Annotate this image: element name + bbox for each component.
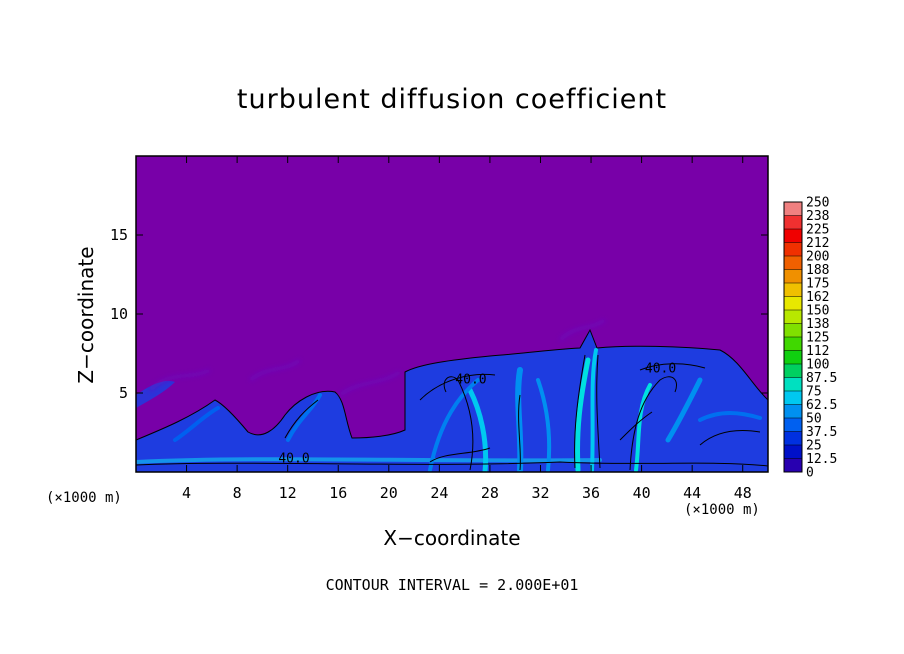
colorbar-label: 250 [806,196,829,211]
x-tick-label: 24 [430,484,448,502]
colorbar-swatch [784,202,802,216]
contour-label: 40.0 [278,452,309,467]
x-tick-label: 48 [734,484,752,502]
colorbar-label: 200 [806,250,829,265]
colorbar-swatch [784,269,802,284]
colorbar-swatch [784,418,802,432]
colorbar-swatch [784,323,802,338]
colorbar-label: 188 [806,263,829,278]
x-tick-label: 20 [380,484,398,502]
contour-label: 40.0 [455,373,486,388]
x-axis-label: X−coordinate [383,526,521,550]
colorbar-swatch [784,337,802,351]
colorbar-label: 225 [806,223,829,238]
colorbar-label: 100 [806,358,829,373]
colorbar-swatch [784,431,802,446]
colorbar-label: 12.5 [806,452,837,467]
y-axis: 5 10 15 [110,226,768,402]
x-axis: 4 8 12 16 20 24 28 32 36 40 44 48 [182,156,752,502]
colorbar-label: 138 [806,317,829,332]
colorbar-label: 0 [806,466,814,481]
y-tick-label: 15 [110,226,128,244]
colorbar-swatch [784,283,802,297]
colorbar-swatch [784,404,802,419]
x-tick-label: 32 [531,484,549,502]
colorbar-swatch [784,229,802,243]
turbulence-region-left [136,380,175,408]
x-tick-label: 44 [683,484,701,502]
colorbar-label: 50 [806,412,822,427]
x-tick-label: 4 [182,484,191,502]
colorbar-swatch [784,458,802,473]
x-unit-label-right: (×1000 m) [684,502,760,518]
contour-interval-note: CONTOUR INTERVAL = 2.000E+01 [325,576,579,594]
colorbar-label: 75 [806,385,822,400]
colorbar-swatch [784,296,802,311]
colorbar-swatch [784,215,802,230]
colorbar-label: 125 [806,331,829,346]
plot-area: 40.0 40.0 40.0 [135,155,769,473]
colorbar-swatch [784,350,802,365]
x-unit-label-left: (×1000 m) [46,490,122,506]
colorbar-label: 150 [806,304,829,319]
colorbar-label: 162 [806,290,829,305]
colorbar-label: 238 [806,209,829,224]
gravity-waves [148,318,607,397]
contour-label: 40.0 [645,361,676,376]
colorbar-label: 62.5 [806,398,837,413]
colorbar-label: 112 [806,344,829,359]
colorbar-swatch [784,391,802,405]
colorbar-label: 87.5 [806,371,837,386]
x-tick-label: 8 [233,484,242,502]
colorbar: 2502382252122001881751621501381251121008… [783,196,837,481]
high-diffusion-streaks [136,348,762,472]
colorbar-label: 212 [806,236,829,251]
colorbar-swatch [784,242,802,257]
colorbar-swatch [784,364,802,378]
x-tick-label: 28 [481,484,499,502]
chart-title: turbulent diffusion coefficient [236,84,668,115]
x-tick-label: 16 [329,484,347,502]
colorbar-swatch [784,310,802,324]
colorbar-swatch [784,377,802,392]
colorbar-swatch [784,445,802,459]
colorbar-swatch [784,256,802,270]
x-tick-label: 40 [633,484,651,502]
x-tick-label: 36 [582,484,600,502]
colorbar-label: 25 [806,439,822,454]
turbulence-region [136,328,768,472]
x-tick-label: 12 [279,484,297,502]
colorbar-label: 37.5 [806,425,837,440]
colorbar-label: 175 [806,277,829,292]
contour-lines [136,354,768,471]
y-tick-label: 5 [119,384,128,402]
y-tick-label: 10 [110,305,128,323]
